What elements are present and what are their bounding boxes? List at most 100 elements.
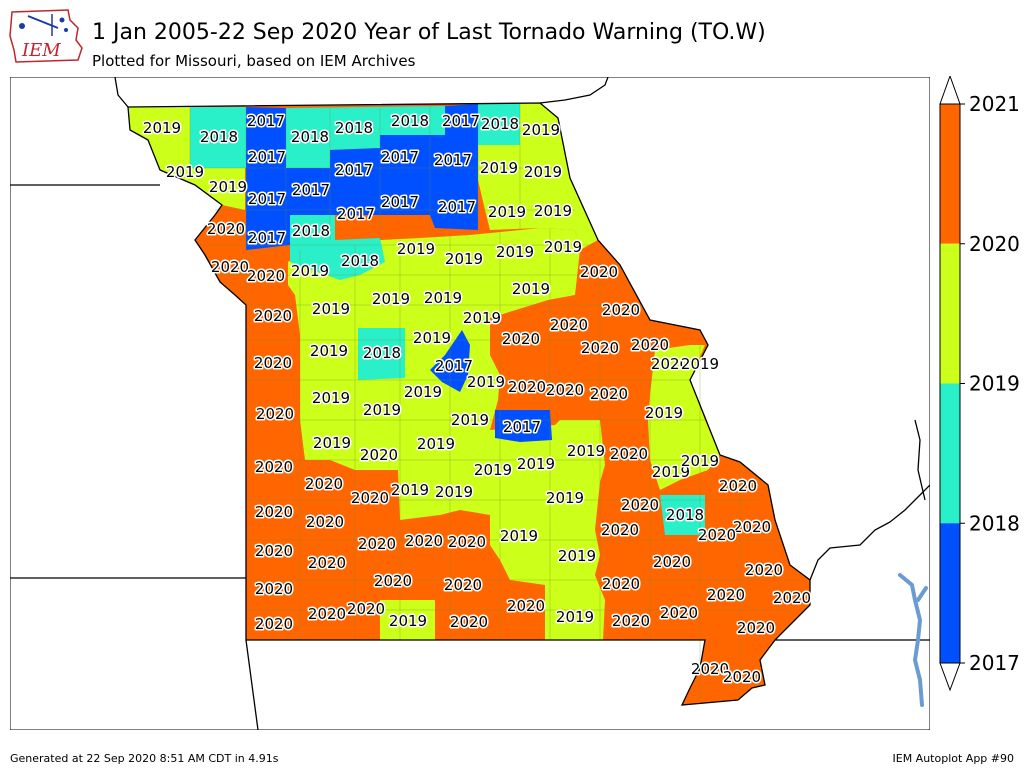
county-year-label: 2017 [435,357,473,375]
region-2017-north [246,104,478,250]
logo-text: IEM [21,40,61,61]
county-year-label: 2020 [255,580,293,598]
county-year-label: 2020 [308,554,346,572]
county-year-label: 2019 [546,489,584,507]
county-year-label: 2020 [590,385,628,403]
county-year-label: 2020 [347,600,385,618]
county-year-label: 2020 [691,660,729,678]
colorbar-tick-label: 2018 [969,511,1020,535]
county-year-label: 2019 [310,342,348,360]
colorbar-tick-label: 2019 [969,372,1020,396]
county-year-label: 2020 [305,475,343,493]
county-year-label: 2020 [308,605,346,623]
county-year-label: 2019 [397,240,435,258]
colorbar-ticks: 2017 2018 2019 2020 2021 [960,92,1020,675]
county-year-label: 2020 [256,405,294,423]
county-year-label: 2019 [313,434,351,452]
county-year-label: 2019 [534,202,572,220]
county-year-label: 2020 [450,613,488,631]
county-year-label: 2019 [363,401,401,419]
illinois-river-border [539,77,609,104]
app-credit: IEM Autoplot App #90 [892,752,1015,765]
county-year-label: 2020 [612,612,650,630]
county-year-label: 2020 [737,619,775,637]
county-year-label: 2019 [291,262,329,280]
county-year-label: 2017 [335,161,373,179]
county-year-label: 2019 [312,300,350,318]
colorbar-segment [940,523,960,663]
colorbar-segment [940,383,960,524]
missouri-outline [127,102,811,706]
region-2019-northwest [128,107,245,210]
county-year-label: 2017 [247,112,285,130]
county-year-label: 2020 [631,336,669,354]
colorbar-top-arrow [939,76,961,105]
county-year-label: 2017 [248,190,286,208]
colorbar-bottom-arrow [939,662,961,691]
county-year-label: 2017 [381,193,419,211]
county-year-label: 2020 [405,532,443,550]
county-year-label: 2020 [502,330,540,348]
county-year-label: 2019 [556,608,594,626]
page-subtitle: Plotted for Missouri, based on IEM Archi… [92,52,416,70]
county-year-label: 2017 [381,148,419,166]
page-title: 1 Jan 2005-22 Sep 2020 Year of Last Torn… [92,20,766,45]
county-year-label: 2020 [207,220,245,238]
county-year-label: 2020 [651,355,689,373]
county-year-label: 2018 [391,112,429,130]
colorbar-segment [940,243,960,384]
county-year-label: 2019 [424,289,462,307]
weather-station-icon [19,14,68,36]
region-2018-southeast [660,495,705,535]
county-year-label: 2019 [391,481,429,499]
county-year-label: 2020 [254,307,292,325]
colorbar-legend: 2017 2018 2019 2020 2021 [939,76,1020,691]
county-year-label: 2020 [580,263,618,281]
county-year-label: 2019 [480,159,518,177]
county-year-label: 2019 [417,435,455,453]
county-year-label: 2020 [358,535,396,553]
colorbar-segment [940,104,960,244]
county-year-label: 2020 [255,503,293,521]
county-year-label: 2020 [660,604,698,622]
region-2018-central [358,328,405,380]
county-year-label: 2020 [360,446,398,464]
iowa-border [114,77,129,108]
county-year-label: 2020 [733,518,771,536]
region-2019-east [648,345,720,490]
county-year-label: 2019 [645,404,683,422]
county-year-label: 2018 [363,344,401,362]
county-year-label: 2019 [312,389,350,407]
county-year-label: 2018 [291,128,329,146]
county-year-label: 2020 [602,301,640,319]
county-year-label: 2020 [351,489,389,507]
county-year-label: 2019 [474,461,512,479]
county-year-label: 2019 [567,442,605,460]
county-year-label: 2017 [248,148,286,166]
colorbar-tick-label: 2020 [969,232,1020,256]
county-year-label: 2020 [211,258,249,276]
county-year-label: 2019 [522,121,560,139]
county-year-label: 2019 [488,203,526,221]
county-year-label: 2017 [292,181,330,199]
county-year-label: 2020 [723,668,761,686]
county-year-label: 2019 [467,373,505,391]
county-year-label: 2019 [681,355,719,373]
county-boundaries [189,104,800,700]
county-year-label: 2019 [143,119,181,137]
county-year-label: 2019 [404,383,442,401]
county-year-label: 2019 [166,163,204,181]
colorbar-segments [940,104,960,663]
county-year-label: 2020 [773,589,811,607]
county-year-label: 2019 [652,463,690,481]
kentucky-border [809,484,930,581]
county-year-label: 2019 [524,163,562,181]
county-year-label: 2019 [413,329,451,347]
county-year-label: 2018 [335,119,373,137]
county-year-label: 2019 [435,483,473,501]
county-year-label: 2020 [255,542,293,560]
county-year-label: 2019 [209,178,247,196]
county-year-label: 2020 [601,521,639,539]
iowa-outline-icon [9,9,83,63]
